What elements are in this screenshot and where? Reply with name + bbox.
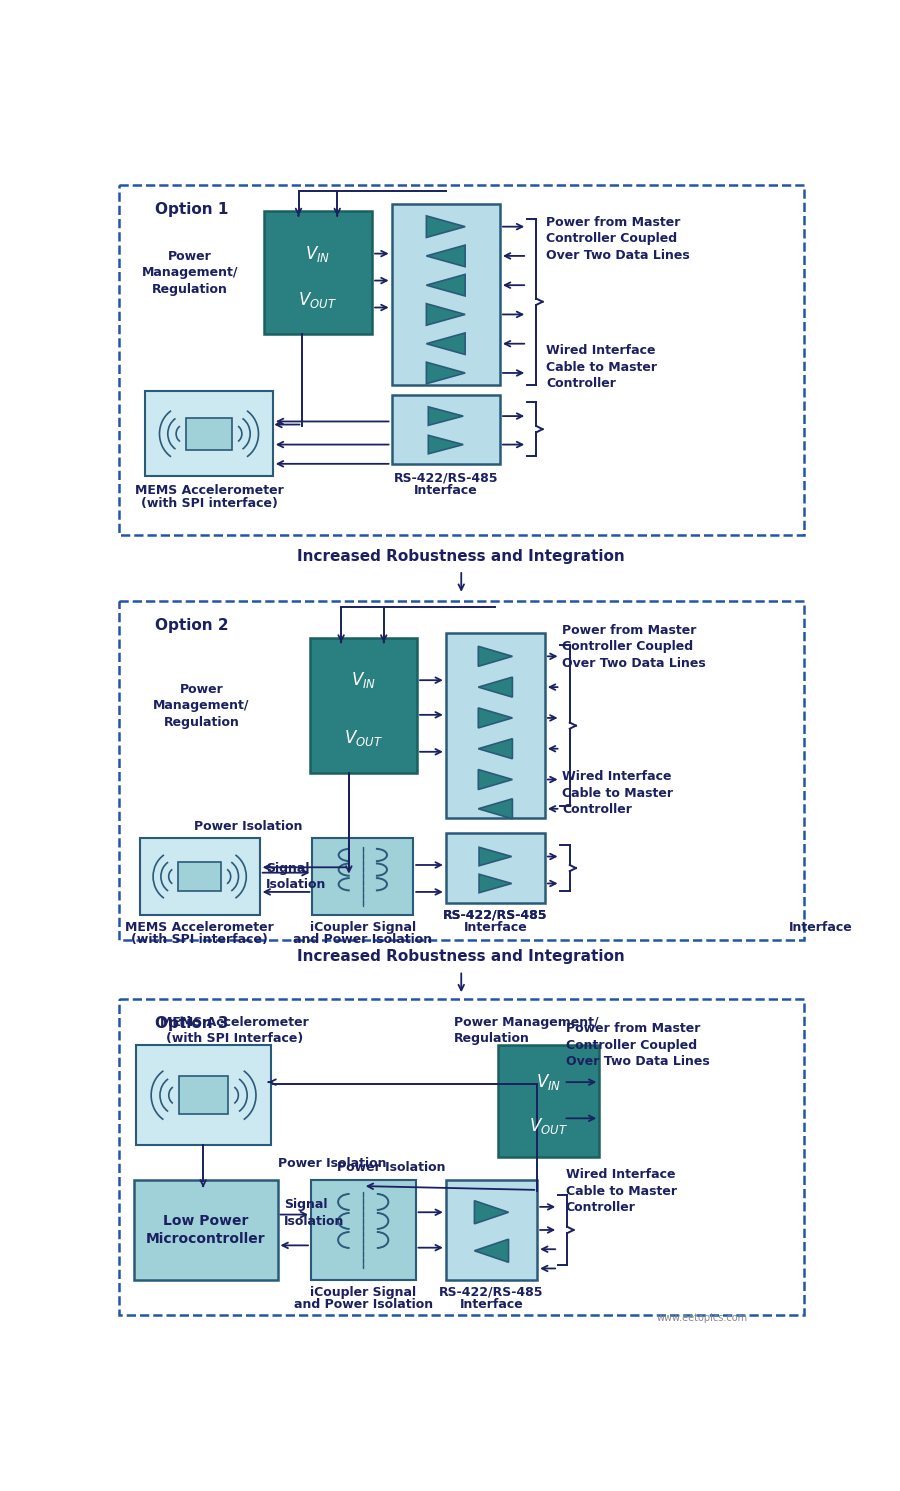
- Bar: [145, 392, 273, 476]
- Text: Increased Robustness and Integration: Increased Robustness and Integration: [297, 950, 626, 965]
- Text: Wired Interface
Cable to Master
Controller: Wired Interface Cable to Master Controll…: [566, 1169, 677, 1214]
- Polygon shape: [427, 332, 465, 355]
- Bar: [119, 601, 804, 939]
- Text: RS-422/RS-485: RS-422/RS-485: [393, 471, 498, 485]
- Text: Power Isolation: Power Isolation: [194, 820, 302, 833]
- Text: Option 3: Option 3: [155, 1015, 229, 1030]
- Text: Wired Interface
Cable to Master
Controller: Wired Interface Cable to Master Controll…: [546, 344, 658, 391]
- Polygon shape: [478, 677, 512, 698]
- Text: RS-422/RS-485: RS-422/RS-485: [443, 908, 547, 921]
- Bar: [186, 417, 232, 450]
- Polygon shape: [428, 407, 464, 425]
- Bar: [119, 185, 804, 535]
- Text: Power Management/
Regulation: Power Management/ Regulation: [454, 1015, 598, 1045]
- Polygon shape: [427, 245, 465, 267]
- Bar: [178, 862, 221, 892]
- Bar: [392, 204, 500, 385]
- Bar: [140, 838, 260, 915]
- Text: Power
Management/
Regulation: Power Management/ Regulation: [153, 683, 250, 729]
- Text: Signal
Isolation: Signal Isolation: [266, 862, 327, 892]
- Text: Option 1: Option 1: [155, 201, 229, 218]
- Polygon shape: [427, 274, 465, 295]
- Text: Interface: Interface: [464, 921, 527, 933]
- Polygon shape: [474, 1200, 508, 1224]
- Text: Wired Interface
Cable to Master
Controller: Wired Interface Cable to Master Controll…: [562, 771, 673, 816]
- Bar: [179, 1077, 228, 1114]
- Text: RS-422/RS-485: RS-422/RS-485: [439, 1285, 544, 1299]
- Text: Power Isolation: Power Isolation: [277, 1157, 386, 1170]
- Text: Increased Robustness and Integration: Increased Robustness and Integration: [297, 549, 626, 564]
- Text: and Power Isolation: and Power Isolation: [293, 1299, 433, 1311]
- Text: MEMS Accelerometer: MEMS Accelerometer: [125, 921, 274, 933]
- Polygon shape: [478, 646, 512, 666]
- Polygon shape: [427, 362, 465, 383]
- Bar: [312, 838, 413, 915]
- Text: $V_{OUT}$: $V_{OUT}$: [529, 1117, 568, 1136]
- Text: Interface: Interface: [460, 1299, 524, 1311]
- Text: Power
Management/
Regulation: Power Management/ Regulation: [142, 250, 238, 295]
- Polygon shape: [478, 738, 512, 759]
- Polygon shape: [427, 216, 465, 237]
- Text: Low Power
Microcontroller: Low Power Microcontroller: [146, 1214, 266, 1246]
- Polygon shape: [474, 1239, 508, 1263]
- Bar: [446, 634, 545, 819]
- Polygon shape: [479, 874, 511, 893]
- Polygon shape: [478, 769, 512, 790]
- Text: Power from Master
Controller Coupled
Over Two Data Lines: Power from Master Controller Coupled Ove…: [566, 1021, 709, 1068]
- Text: $V_{OUT}$: $V_{OUT}$: [299, 289, 338, 310]
- Text: Interface: Interface: [414, 485, 478, 498]
- Text: Signal
Isolation: Signal Isolation: [284, 1199, 344, 1227]
- Text: Power Isolation: Power Isolation: [338, 1160, 446, 1173]
- Bar: [392, 395, 500, 464]
- Polygon shape: [479, 847, 511, 866]
- Bar: [446, 833, 545, 902]
- Text: Power from Master
Controller Coupled
Over Two Data Lines: Power from Master Controller Coupled Ove…: [562, 623, 706, 669]
- Text: MEMS Accelerometer: MEMS Accelerometer: [135, 483, 284, 497]
- Text: $V_{IN}$: $V_{IN}$: [305, 243, 330, 264]
- Text: Interface: Interface: [789, 921, 852, 933]
- Bar: [264, 212, 372, 334]
- Text: Power from Master
Controller Coupled
Over Two Data Lines: Power from Master Controller Coupled Ove…: [546, 216, 690, 262]
- Polygon shape: [427, 304, 465, 325]
- Polygon shape: [478, 799, 512, 819]
- Bar: [446, 1179, 537, 1279]
- Bar: [499, 1045, 599, 1157]
- Text: and Power Isolation: and Power Isolation: [293, 933, 432, 947]
- Text: www.eetopics.com: www.eetopics.com: [657, 1312, 748, 1323]
- Text: $V_{IN}$: $V_{IN}$: [351, 669, 376, 690]
- Text: MEMS Accelerometer
(with SPI Interface): MEMS Accelerometer (with SPI Interface): [160, 1015, 309, 1045]
- Bar: [310, 638, 417, 772]
- Bar: [134, 1179, 277, 1279]
- Polygon shape: [478, 708, 512, 728]
- Bar: [119, 999, 804, 1315]
- Text: $V_{OUT}$: $V_{OUT}$: [344, 728, 383, 748]
- Text: iCoupler Signal: iCoupler Signal: [310, 921, 416, 933]
- Text: (with SPI interface): (with SPI interface): [131, 933, 268, 947]
- Text: (with SPI interface): (with SPI interface): [140, 497, 277, 510]
- Polygon shape: [428, 435, 464, 453]
- Text: $V_{IN}$: $V_{IN}$: [536, 1072, 562, 1091]
- Bar: [136, 1045, 272, 1145]
- Text: RS-422/RS-485: RS-422/RS-485: [443, 908, 547, 921]
- Text: iCoupler Signal: iCoupler Signal: [310, 1285, 417, 1299]
- Text: Option 2: Option 2: [155, 617, 229, 632]
- Bar: [310, 1179, 416, 1279]
